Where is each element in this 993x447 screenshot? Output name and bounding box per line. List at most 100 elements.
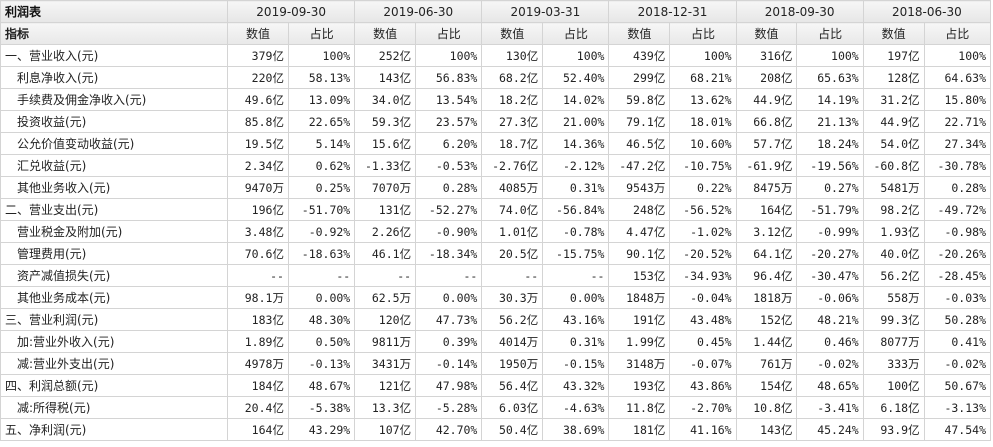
pct-cell: 42.70%	[415, 418, 483, 441]
pct-cell: -2.70%	[669, 396, 737, 419]
row-label: 四、利润总额(元)	[0, 374, 229, 397]
date-header[interactable]: 2019-03-31	[481, 0, 610, 23]
value-cell: 49.6亿	[227, 88, 289, 111]
pct-column-header: 占比	[542, 22, 610, 45]
table-row: 手续费及佣金净收入(元) 49.6亿 13.09% 34.0亿 13.54% 18.2亿 1…	[0, 88, 992, 111]
value-cell: 6.18亿	[862, 396, 925, 419]
pct-cell: 48.30%	[287, 308, 356, 331]
table-row: 其他业务收入(元) 9470万 0.25% 7070万 0.28% 4085万 0.31% 9…	[0, 176, 992, 199]
value-cell: 8475万	[735, 176, 798, 199]
date-header[interactable]: 2018-12-31	[608, 0, 737, 23]
value-cell: 9543万	[608, 176, 671, 199]
table-row: 四、利润总额(元) 184亿 48.67% 121亿 47.98% 56.4亿 43.32%…	[0, 374, 992, 397]
value-column-header: 数值	[735, 22, 798, 45]
pct-cell: -19.56%	[796, 154, 864, 177]
table-row: 三、营业利润(元) 183亿 48.30% 120亿 47.73% 56.2亿 43.16%…	[0, 308, 992, 331]
value-cell: 143亿	[354, 66, 417, 89]
pct-cell: -0.02%	[796, 352, 864, 375]
value-cell: 96.4亿	[735, 264, 798, 287]
value-cell: 27.3亿	[481, 110, 544, 133]
pct-cell: 6.20%	[415, 132, 483, 155]
date-header[interactable]: 2019-09-30	[227, 0, 356, 23]
value-cell: 1.93亿	[862, 220, 925, 243]
pct-cell: 0.46%	[796, 330, 864, 353]
value-cell: --	[481, 264, 544, 287]
pct-cell: 0.41%	[923, 330, 992, 353]
value-cell: 100亿	[862, 374, 925, 397]
pct-cell: -0.06%	[796, 286, 864, 309]
value-cell: 9470万	[227, 176, 289, 199]
value-cell: 56.2亿	[862, 264, 925, 287]
value-cell: 4014万	[481, 330, 544, 353]
pct-cell: 14.19%	[796, 88, 864, 111]
pct-cell: -56.84%	[542, 198, 610, 221]
date-header[interactable]: 2018-06-30	[862, 0, 992, 23]
pct-cell: 14.36%	[542, 132, 610, 155]
pct-cell: 38.69%	[542, 418, 610, 441]
pct-cell: -0.78%	[542, 220, 610, 243]
value-cell: 6.03亿	[481, 396, 544, 419]
pct-cell: -18.63%	[287, 242, 356, 265]
value-cell: 79.1亿	[608, 110, 671, 133]
pct-cell: -5.28%	[415, 396, 483, 419]
pct-cell: 21.13%	[796, 110, 864, 133]
pct-cell: 0.22%	[669, 176, 737, 199]
date-header[interactable]: 2019-06-30	[354, 0, 483, 23]
pct-cell: 0.45%	[669, 330, 737, 353]
pct-cell: -0.92%	[287, 220, 356, 243]
pct-cell: 13.09%	[287, 88, 356, 111]
pct-cell: -34.93%	[669, 264, 737, 287]
pct-cell: 56.83%	[415, 66, 483, 89]
value-cell: 99.3亿	[862, 308, 925, 331]
value-cell: 197亿	[862, 44, 925, 67]
table-row: 二、营业支出(元) 196亿 -51.70% 131亿 -52.27% 74.0亿 -56.…	[0, 198, 992, 221]
value-cell: 50.4亿	[481, 418, 544, 441]
row-label: 加:营业外收入(元)	[0, 330, 229, 353]
pct-cell: -10.75%	[669, 154, 737, 177]
pct-cell: 23.57%	[415, 110, 483, 133]
date-header[interactable]: 2018-09-30	[735, 0, 864, 23]
pct-cell: -52.27%	[415, 198, 483, 221]
pct-cell: 43.29%	[287, 418, 356, 441]
value-cell: 154亿	[735, 374, 798, 397]
value-cell: 191亿	[608, 308, 671, 331]
pct-cell: -2.12%	[542, 154, 610, 177]
table-row: 公允价值变动收益(元) 19.5亿 5.14% 15.6亿 6.20% 18.7亿 14.3…	[0, 132, 992, 155]
pct-cell: 0.39%	[415, 330, 483, 353]
pct-cell: 100%	[796, 44, 864, 67]
row-label: 三、营业利润(元)	[0, 308, 229, 331]
pct-cell: 0.00%	[542, 286, 610, 309]
value-cell: 13.3亿	[354, 396, 417, 419]
pct-cell: 100%	[542, 44, 610, 67]
pct-cell: 47.98%	[415, 374, 483, 397]
row-label: 减:所得税(元)	[0, 396, 229, 419]
value-cell: 153亿	[608, 264, 671, 287]
value-cell: -2.76亿	[481, 154, 544, 177]
value-cell: 98.2亿	[862, 198, 925, 221]
table-title: 利润表	[0, 0, 229, 23]
value-cell: 2.26亿	[354, 220, 417, 243]
row-label: 管理费用(元)	[0, 242, 229, 265]
value-cell: 4085万	[481, 176, 544, 199]
pct-column-header: 占比	[796, 22, 864, 45]
value-cell: 66.8亿	[735, 110, 798, 133]
row-label: 资产减值损失(元)	[0, 264, 229, 287]
pct-cell: 0.62%	[287, 154, 356, 177]
pct-cell: -0.02%	[923, 352, 992, 375]
value-cell: 181亿	[608, 418, 671, 441]
pct-cell: 10.60%	[669, 132, 737, 155]
pct-cell: 21.00%	[542, 110, 610, 133]
value-cell: 18.7亿	[481, 132, 544, 155]
value-cell: 18.2亿	[481, 88, 544, 111]
value-cell: 248亿	[608, 198, 671, 221]
pct-cell: -30.78%	[923, 154, 992, 177]
pct-cell: 0.28%	[415, 176, 483, 199]
row-label: 二、营业支出(元)	[0, 198, 229, 221]
value-cell: 74.0亿	[481, 198, 544, 221]
value-cell: 121亿	[354, 374, 417, 397]
pct-cell: 47.54%	[923, 418, 992, 441]
pct-cell: 0.27%	[796, 176, 864, 199]
pct-cell: 22.65%	[287, 110, 356, 133]
value-cell: 5481万	[862, 176, 925, 199]
row-label: 汇兑收益(元)	[0, 154, 229, 177]
